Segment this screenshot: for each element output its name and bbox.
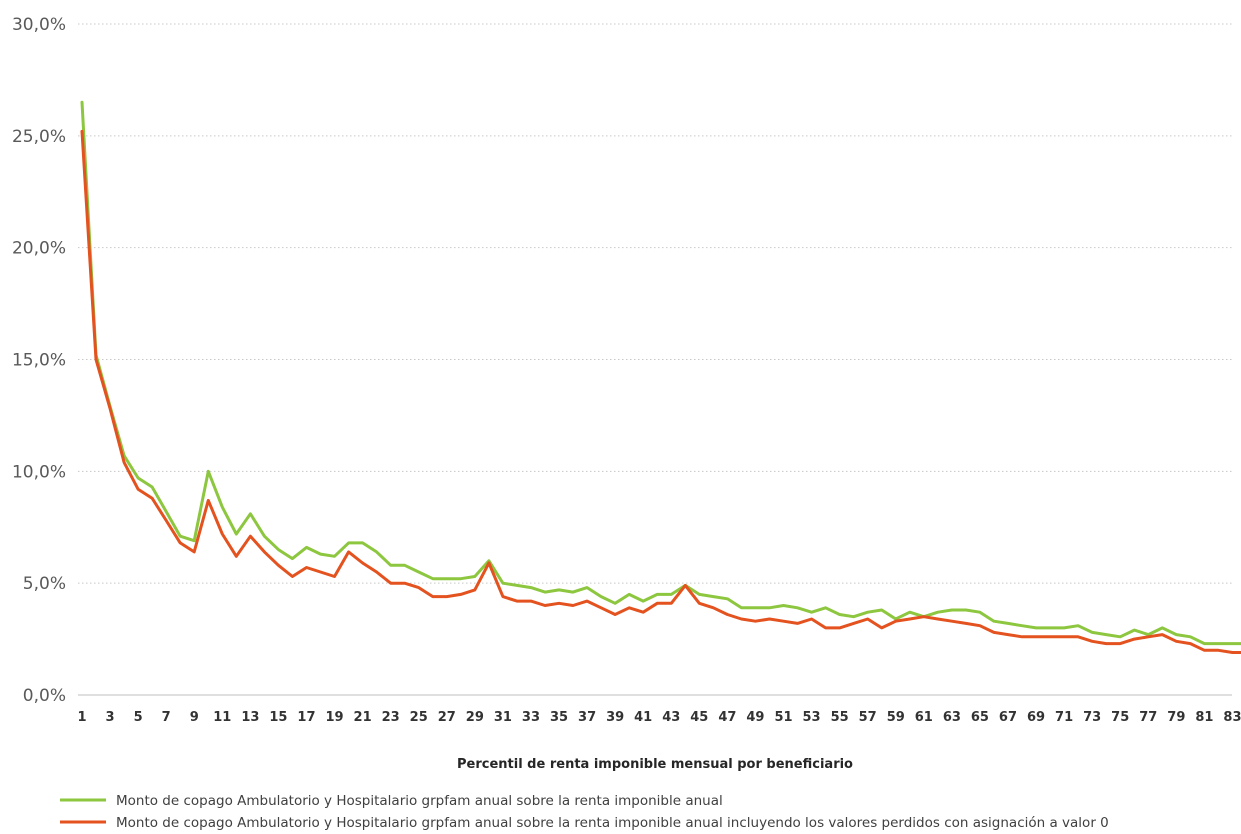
x-tick-label: 41 bbox=[634, 710, 652, 725]
x-tick-label: 27 bbox=[438, 710, 456, 725]
x-tick-label: 61 bbox=[915, 710, 933, 725]
x-tick-label: 59 bbox=[887, 710, 905, 725]
x-tick-label: 3 bbox=[106, 710, 115, 725]
y-axis-ticks: 0,0% 5,0% 10,0% 15,0% 20,0% 25,0% 30,0% bbox=[12, 15, 66, 706]
series-line-2 bbox=[80, 129, 1241, 654]
x-tick-label: 75 bbox=[1111, 710, 1129, 725]
y-tick-label: 0,0% bbox=[23, 686, 66, 706]
x-tick-label: 79 bbox=[1167, 710, 1185, 725]
legend-label-2: Monto de copago Ambulatorio y Hospitalar… bbox=[116, 815, 1109, 831]
x-tick-label: 25 bbox=[410, 710, 428, 725]
x-tick-label: 19 bbox=[325, 710, 343, 725]
series-lines bbox=[80, 100, 1241, 654]
x-tick-label: 45 bbox=[690, 710, 708, 725]
x-tick-label: 73 bbox=[1083, 710, 1101, 725]
legend: Monto de copago Ambulatorio y Hospitalar… bbox=[60, 793, 1109, 831]
x-tick-label: 83 bbox=[1223, 710, 1241, 725]
x-tick-label: 47 bbox=[718, 710, 736, 725]
x-tick-label: 57 bbox=[859, 710, 877, 725]
x-axis-label: Percentil de renta imponible mensual por… bbox=[457, 757, 853, 772]
legend-label-1: Monto de copago Ambulatorio y Hospitalar… bbox=[116, 793, 723, 809]
x-tick-label: 31 bbox=[494, 710, 512, 725]
x-tick-label: 1 bbox=[77, 710, 86, 725]
x-tick-label: 53 bbox=[803, 710, 821, 725]
x-tick-label: 77 bbox=[1139, 710, 1157, 725]
x-tick-label: 37 bbox=[578, 710, 596, 725]
y-tick-label: 30,0% bbox=[12, 15, 66, 35]
x-tick-label: 17 bbox=[297, 710, 315, 725]
x-tick-label: 5 bbox=[134, 710, 143, 725]
x-tick-label: 65 bbox=[971, 710, 989, 725]
y-tick-label: 15,0% bbox=[12, 351, 66, 371]
y-tick-label: 25,0% bbox=[12, 127, 66, 147]
x-tick-label: 9 bbox=[190, 710, 199, 725]
gridlines bbox=[78, 23, 1232, 584]
x-tick-label: 55 bbox=[831, 710, 849, 725]
x-tick-label: 35 bbox=[550, 710, 568, 725]
x-tick-label: 43 bbox=[662, 710, 680, 725]
x-tick-label: 67 bbox=[999, 710, 1017, 725]
x-tick-label: 11 bbox=[213, 710, 231, 725]
y-tick-label: 20,0% bbox=[12, 239, 66, 259]
x-tick-label: 39 bbox=[606, 710, 624, 725]
x-tick-label: 15 bbox=[269, 710, 287, 725]
x-tick-label: 49 bbox=[746, 710, 764, 725]
x-tick-label: 69 bbox=[1027, 710, 1045, 725]
x-tick-label: 21 bbox=[354, 710, 372, 725]
x-tick-label: 13 bbox=[241, 710, 259, 725]
x-tick-label: 63 bbox=[943, 710, 961, 725]
x-tick-label: 51 bbox=[774, 710, 792, 725]
y-tick-label: 5,0% bbox=[23, 574, 66, 594]
x-tick-label: 33 bbox=[522, 710, 540, 725]
x-tick-label: 23 bbox=[382, 710, 400, 725]
x-tick-label: 29 bbox=[466, 710, 484, 725]
y-tick-label: 10,0% bbox=[12, 462, 66, 482]
x-tick-label: 71 bbox=[1055, 710, 1073, 725]
x-tick-label: 81 bbox=[1195, 710, 1213, 725]
x-axis-ticks: 1 3 5 7 9 11 13 15 17 19 21 23 25 27 29 31 33 35 37 39 41 43 4… bbox=[77, 710, 1241, 725]
series-line-1 bbox=[80, 100, 1241, 646]
x-tick-label: 7 bbox=[162, 710, 171, 725]
